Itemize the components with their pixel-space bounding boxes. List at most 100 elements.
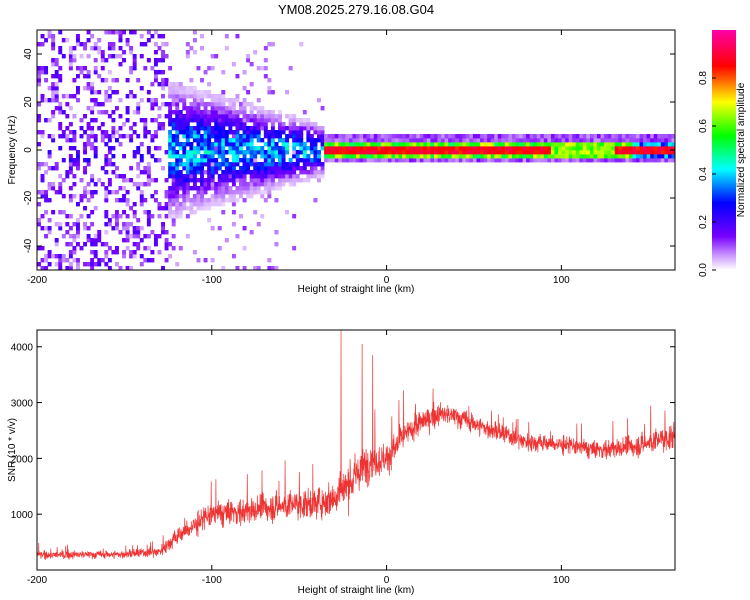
- spectrogram-cell: [278, 146, 282, 151]
- spectrogram-cell: [150, 194, 155, 199]
- spectrogram-cell: [90, 194, 95, 199]
- spectrogram-cell: [249, 142, 254, 147]
- spectrogram-cell: [150, 258, 155, 263]
- spectrogram-cell: [146, 218, 151, 223]
- spectrogram-cell: [192, 146, 197, 151]
- spectrogram-cell: [281, 178, 286, 183]
- spectrogram-cell: [295, 166, 300, 171]
- spectrogram-cell: [100, 50, 105, 55]
- spectrogram-cell: [522, 150, 527, 155]
- spectrogram-cell: [54, 58, 59, 63]
- spectrogram-cell: [288, 114, 293, 119]
- spectrogram-cell: [579, 154, 584, 159]
- spectrogram-cell: [93, 254, 98, 259]
- spectrogram-cell: [317, 170, 321, 175]
- spectrogram-cell: [129, 222, 134, 227]
- spectrogram-cell: [65, 174, 70, 179]
- spectrogram-cell: [153, 130, 158, 135]
- spectrogram-cell: [228, 186, 233, 191]
- spectrogram-cell: [68, 122, 73, 127]
- spectrogram-cell: [171, 162, 176, 167]
- spectrogram-cell: [306, 130, 311, 135]
- spectrogram-cell: [402, 138, 407, 143]
- spectrogram-cell: [118, 174, 123, 179]
- spectrogram-cell: [200, 78, 204, 83]
- spectrogram-cell: [231, 142, 236, 147]
- spectrogram-cell: [572, 134, 577, 139]
- spectrogram-cell: [476, 134, 481, 139]
- spectrogram-cell: [235, 138, 240, 143]
- spectrogram-cell: [504, 134, 509, 139]
- spectrogram-cell: [139, 98, 144, 103]
- spectrogram-cell: [90, 222, 95, 227]
- spectrogram-cell: [242, 114, 247, 119]
- spectrogram-cell: [281, 162, 286, 167]
- spectrogram-cell: [526, 146, 531, 151]
- spectrogram-cell: [263, 190, 268, 195]
- spectrogram-cell: [667, 146, 672, 151]
- spectrogram-cell: [504, 142, 509, 147]
- spectrogram-cell: [426, 146, 431, 151]
- spectrogram-cell: [274, 242, 279, 247]
- spectrogram-cell: [391, 158, 396, 163]
- spectrogram-cell: [90, 142, 95, 147]
- spectrogram-cell: [217, 182, 222, 187]
- spectrogram-cell: [263, 142, 268, 147]
- spectrogram-cell: [636, 158, 640, 163]
- spectrogram-cell: [90, 90, 95, 95]
- spectrogram-cell: [228, 142, 233, 147]
- spectrogram-cell: [501, 150, 506, 155]
- spectrogram-cell: [104, 222, 109, 227]
- spectrogram-cell: [97, 110, 102, 115]
- colorbar: 0.00.20.40.60.8 Normalized spectral ampl…: [698, 30, 747, 277]
- spectrogram-cell: [40, 226, 45, 231]
- spectrogram-cell: [465, 134, 470, 139]
- spectrogram-cell: [412, 146, 417, 151]
- spectrogram-cell: [497, 150, 502, 155]
- spectrogram-cell: [83, 150, 88, 155]
- spectrogram-cell: [192, 86, 197, 91]
- spectrogram-cell: [341, 150, 346, 155]
- spectrogram-cell: [54, 82, 59, 87]
- spectrogram-cell: [278, 162, 282, 167]
- spectrogram-cell: [256, 182, 261, 187]
- spectrogram-cell: [253, 150, 258, 155]
- spectrogram-cell: [306, 158, 311, 163]
- spectrogram-cell: [239, 150, 243, 155]
- spectrogram-cell: [558, 138, 562, 143]
- spectrogram-cell: [58, 110, 63, 115]
- spectrogram-cell: [309, 126, 314, 131]
- spectrogram-cell: [185, 134, 190, 139]
- spectrogram-cell: [363, 142, 368, 147]
- spectrogram-cell: [604, 154, 609, 159]
- spectrogram-cell: [653, 142, 658, 147]
- spectrogram-cell: [207, 118, 212, 123]
- spectrogram-cell: [182, 134, 187, 139]
- spectrogram-cell: [104, 214, 109, 219]
- spectrogram-cell: [86, 122, 91, 127]
- spectrogram-cell: [632, 150, 637, 155]
- spectrogram-cell: [200, 146, 204, 151]
- spectrogram-cell: [207, 82, 212, 87]
- spectrogram-cell: [412, 154, 417, 159]
- spectrogram-cell: [235, 134, 240, 139]
- spectrogram-cell: [79, 118, 84, 123]
- spectrogram-cell: [267, 134, 272, 139]
- spectrogram-cell: [93, 70, 98, 75]
- spectrogram-cell: [483, 138, 488, 143]
- spectrogram-cell: [175, 174, 180, 179]
- spectrogram-cell: [143, 166, 148, 171]
- spectrogram-cell: [214, 122, 219, 127]
- spectrogram-cell: [224, 198, 229, 203]
- spectrogram-cell: [185, 110, 190, 115]
- spectrogram-cell: [228, 178, 233, 183]
- spectrogram-cell: [189, 162, 194, 167]
- spectrogram-cell: [320, 130, 325, 135]
- spectrogram-cell: [214, 150, 219, 155]
- spectrogram-cell: [185, 206, 190, 211]
- spectrogram-cell: [189, 102, 194, 107]
- spectrogram-cell: [118, 266, 123, 270]
- spectrogram-cell: [604, 134, 609, 139]
- spectrogram-cell: [164, 194, 169, 199]
- spectrogram-cell: [409, 158, 414, 163]
